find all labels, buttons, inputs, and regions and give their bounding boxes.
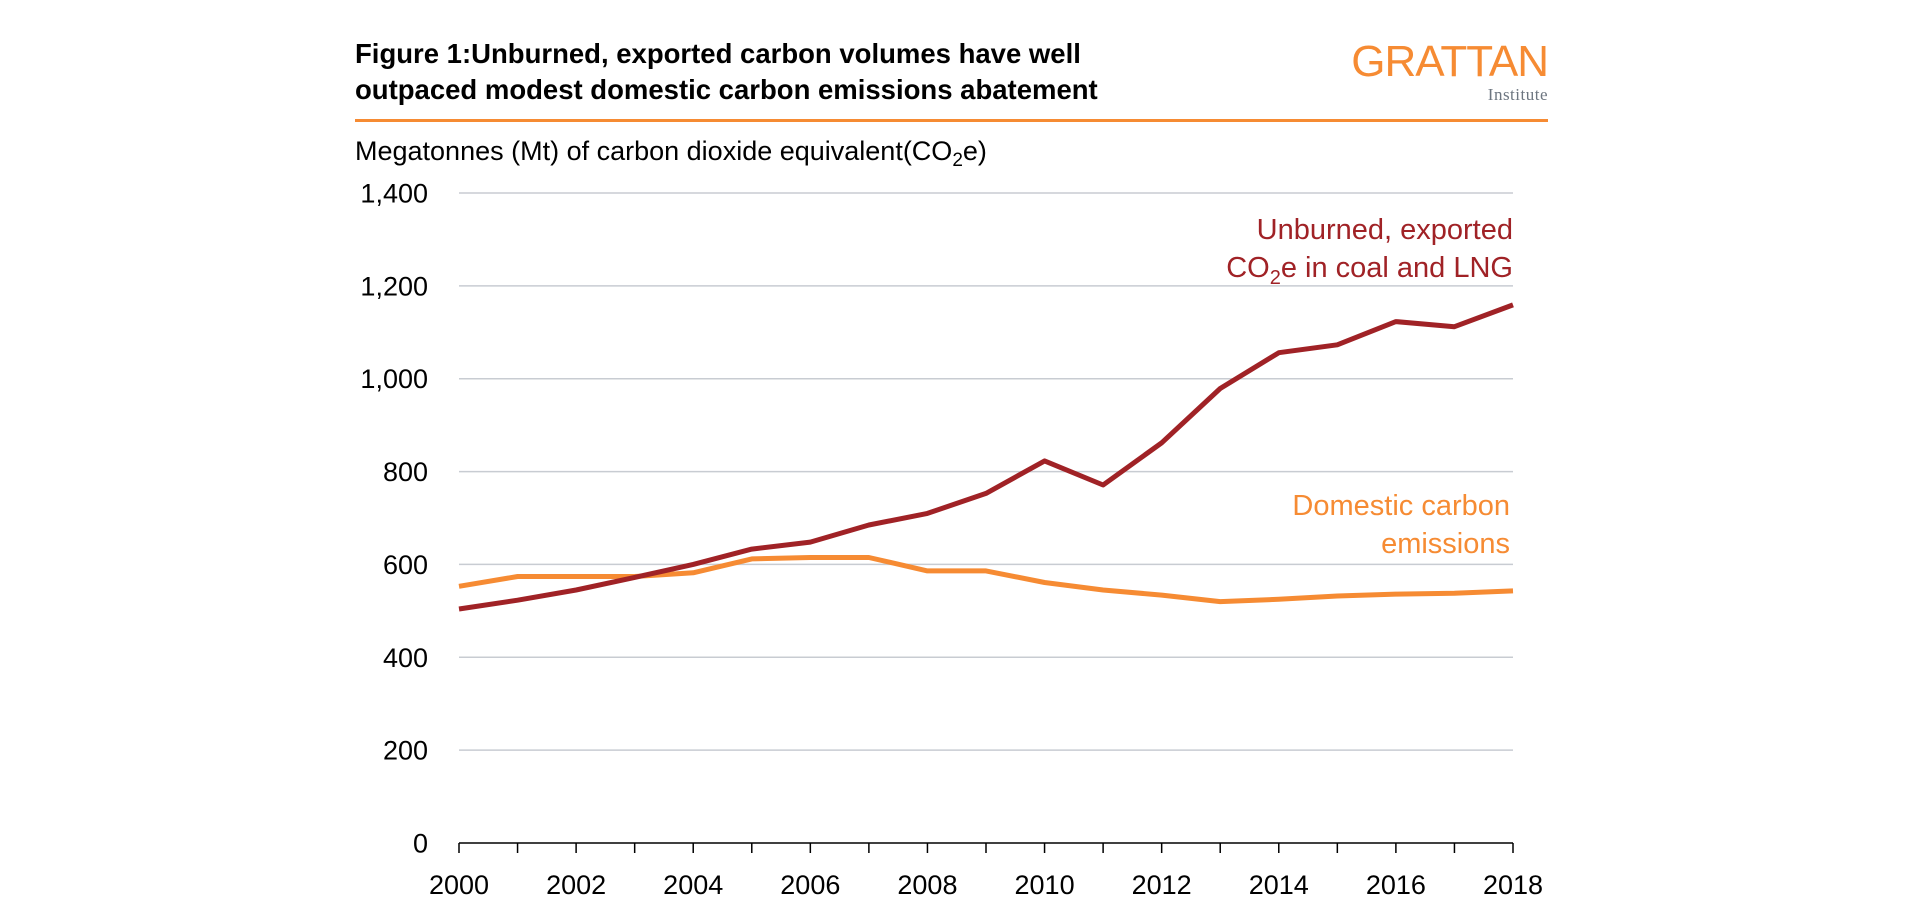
title-rule bbox=[355, 119, 1548, 122]
x-tick-label: 2014 bbox=[1249, 870, 1309, 900]
grattan-logo: GRATTAN Institute bbox=[1300, 37, 1549, 110]
series-lines bbox=[458, 302, 1514, 612]
x-tick-label: 2004 bbox=[663, 870, 723, 900]
x-tick-label: 2016 bbox=[1366, 870, 1426, 900]
chart-title-line1: Figure 1:Unburned, exported carbon volum… bbox=[355, 38, 1081, 69]
logo-wordmark: GRATTAN bbox=[1351, 37, 1549, 86]
exported-label-post: e in coal and LNG bbox=[1281, 252, 1513, 284]
series-label-exported-line1: Unburned, exported bbox=[1257, 214, 1513, 246]
y-tick-label: 600 bbox=[383, 550, 428, 580]
series-label-domestic-line2: emissions bbox=[1381, 528, 1510, 560]
exported-label-sub: 2 bbox=[1270, 267, 1281, 289]
y-tick-label: 1,200 bbox=[360, 271, 428, 301]
series-line-exported bbox=[458, 302, 1514, 612]
y-axis-title-pre: Megatonnes (Mt) of carbon dioxide equiva… bbox=[355, 136, 952, 166]
x-tick-label: 2002 bbox=[546, 870, 606, 900]
y-axis-title-post: e) bbox=[963, 136, 987, 166]
x-tick-label: 2006 bbox=[780, 870, 840, 900]
chart-title-line2: outpaced modest domestic carbon emission… bbox=[355, 74, 1098, 105]
y-tick-label: 200 bbox=[383, 736, 428, 766]
x-tick-label: 2000 bbox=[429, 870, 489, 900]
y-tick-label: 1,400 bbox=[360, 179, 428, 209]
x-axis: 2000 2002 2004 2006 2008 2010 2012 2014 2016 2018 bbox=[429, 842, 1543, 900]
y-tick-label: 800 bbox=[383, 457, 428, 487]
x-tick-label: 2012 bbox=[1132, 870, 1192, 900]
y-tick-label: 0 bbox=[413, 829, 428, 859]
x-tick-label: 2010 bbox=[1015, 870, 1075, 900]
gridlines bbox=[459, 192, 1513, 751]
y-axis-title-sub: 2 bbox=[952, 150, 963, 171]
logo-subtitle: Institute bbox=[1487, 85, 1548, 104]
y-tick-label: 1,000 bbox=[360, 364, 428, 394]
y-axis-title: Megatonnes (Mt) of carbon dioxide equiva… bbox=[355, 136, 987, 171]
chart-title: Figure 1:Unburned, exported carbon volum… bbox=[355, 36, 1315, 108]
series-label-domestic-line1: Domestic carbon bbox=[1292, 490, 1510, 522]
x-tick-label: 2008 bbox=[897, 870, 957, 900]
y-tick-label: 400 bbox=[383, 643, 428, 673]
exported-label-pre: CO bbox=[1226, 252, 1270, 284]
y-tick-labels: 0 200 400 600 800 1,000 1,200 1,400 bbox=[360, 179, 428, 859]
x-tick-label: 2018 bbox=[1483, 870, 1543, 900]
series-label-exported-line2: CO2e in coal and LNG bbox=[1226, 252, 1513, 289]
